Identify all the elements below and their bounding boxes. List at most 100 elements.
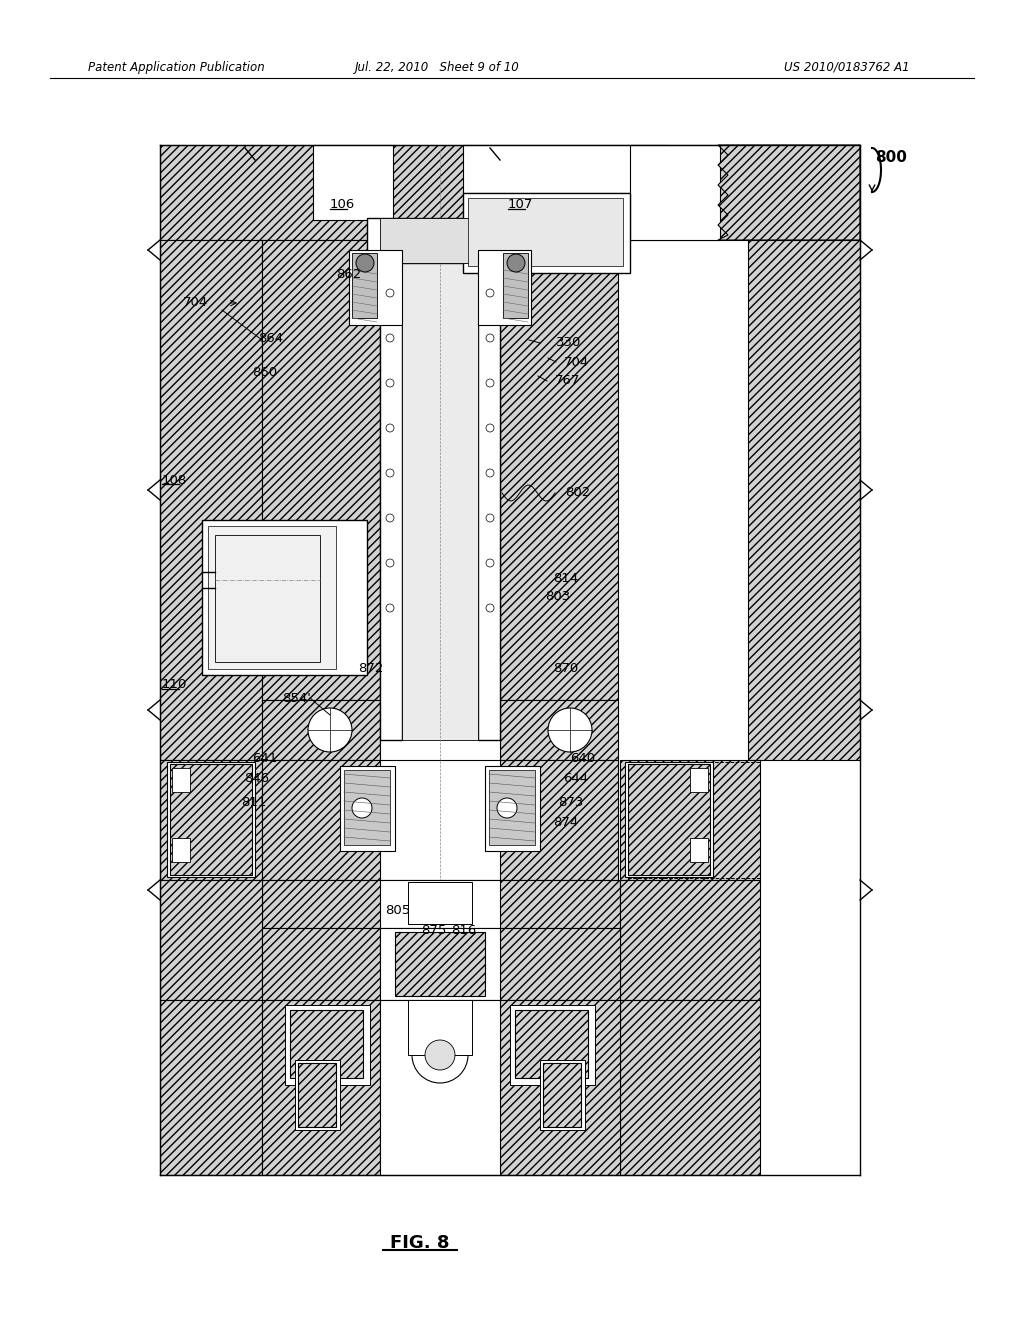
Circle shape	[486, 605, 494, 612]
Bar	[352, 253, 377, 318]
Bar	[380, 240, 500, 760]
Text: 854': 854'	[282, 692, 311, 705]
Bar	[380, 218, 500, 263]
Bar	[489, 770, 535, 845]
Text: 870: 870	[553, 661, 579, 675]
Bar	[500, 760, 618, 880]
Text: Patent Application Publication: Patent Application Publication	[88, 61, 265, 74]
Bar	[167, 762, 255, 876]
Circle shape	[486, 424, 494, 432]
Bar	[172, 768, 190, 792]
Bar	[172, 838, 190, 862]
Bar	[295, 1060, 340, 1130]
Bar	[202, 520, 367, 675]
Bar	[463, 145, 668, 193]
Bar	[367, 218, 513, 263]
Circle shape	[356, 253, 374, 272]
Text: 640: 640	[570, 751, 595, 764]
Text: 641: 641	[252, 751, 278, 764]
Circle shape	[425, 1040, 455, 1071]
Text: 860: 860	[252, 366, 278, 379]
Text: 805: 805	[385, 903, 411, 916]
Bar	[160, 240, 262, 760]
Bar	[160, 1001, 262, 1175]
Circle shape	[548, 708, 592, 752]
Circle shape	[497, 799, 517, 818]
Circle shape	[386, 424, 394, 432]
Text: 644: 644	[563, 771, 588, 784]
Text: 814: 814	[553, 573, 579, 586]
Text: 874: 874	[553, 817, 579, 829]
Bar	[620, 880, 760, 1001]
Bar	[690, 768, 708, 792]
Circle shape	[486, 289, 494, 297]
Text: 803: 803	[545, 590, 570, 603]
Bar	[344, 770, 390, 845]
Bar	[463, 193, 630, 273]
Bar	[500, 700, 618, 760]
Text: 330: 330	[556, 337, 582, 350]
Bar	[170, 764, 252, 875]
Bar	[285, 1005, 370, 1085]
Bar	[262, 880, 620, 928]
Bar	[463, 218, 518, 263]
Bar	[215, 535, 319, 663]
Text: 704: 704	[564, 355, 589, 368]
Text: 704: 704	[183, 297, 208, 309]
Bar	[620, 760, 760, 880]
Bar	[500, 240, 618, 700]
Bar	[160, 145, 860, 240]
Bar	[503, 253, 528, 318]
Text: 872: 872	[358, 661, 383, 675]
Circle shape	[507, 253, 525, 272]
Circle shape	[486, 334, 494, 342]
Bar	[262, 760, 380, 880]
Bar	[262, 700, 380, 760]
Bar	[628, 764, 710, 875]
Text: US 2010/0183762 A1: US 2010/0183762 A1	[784, 61, 910, 74]
Bar	[620, 1001, 760, 1175]
Bar	[380, 928, 500, 1001]
Text: 846: 846	[244, 771, 269, 784]
Bar	[408, 1001, 472, 1055]
Circle shape	[308, 708, 352, 752]
Bar	[543, 1063, 581, 1127]
Bar	[313, 145, 393, 220]
Bar	[380, 1001, 500, 1175]
Circle shape	[386, 334, 394, 342]
Circle shape	[486, 513, 494, 521]
Bar	[262, 240, 380, 700]
Bar	[690, 838, 708, 862]
Text: Jul. 22, 2010   Sheet 9 of 10: Jul. 22, 2010 Sheet 9 of 10	[355, 61, 520, 74]
Bar	[510, 1005, 595, 1085]
Bar	[630, 145, 720, 240]
Bar	[160, 880, 262, 1001]
Text: 110: 110	[162, 678, 187, 692]
Bar	[402, 240, 478, 741]
Text: 802: 802	[565, 487, 590, 499]
Bar	[500, 1001, 620, 1175]
Bar	[478, 240, 500, 741]
Circle shape	[386, 558, 394, 568]
Circle shape	[412, 1027, 468, 1082]
Text: 811: 811	[241, 796, 266, 809]
Text: 862: 862	[336, 268, 361, 281]
Circle shape	[386, 379, 394, 387]
Bar	[515, 1010, 588, 1078]
Bar	[380, 240, 402, 741]
Text: FIG. 8: FIG. 8	[390, 1234, 450, 1251]
Bar	[340, 766, 395, 851]
Bar	[262, 928, 380, 1001]
Bar	[380, 880, 500, 928]
Bar	[160, 760, 262, 880]
Bar	[208, 525, 336, 669]
Bar	[468, 198, 623, 267]
Text: 875: 875	[421, 924, 446, 936]
Circle shape	[386, 469, 394, 477]
Circle shape	[486, 558, 494, 568]
Text: 108: 108	[162, 474, 187, 487]
Circle shape	[352, 799, 372, 818]
Polygon shape	[718, 145, 860, 240]
Text: 107: 107	[508, 198, 534, 211]
Text: 864: 864	[258, 331, 283, 345]
